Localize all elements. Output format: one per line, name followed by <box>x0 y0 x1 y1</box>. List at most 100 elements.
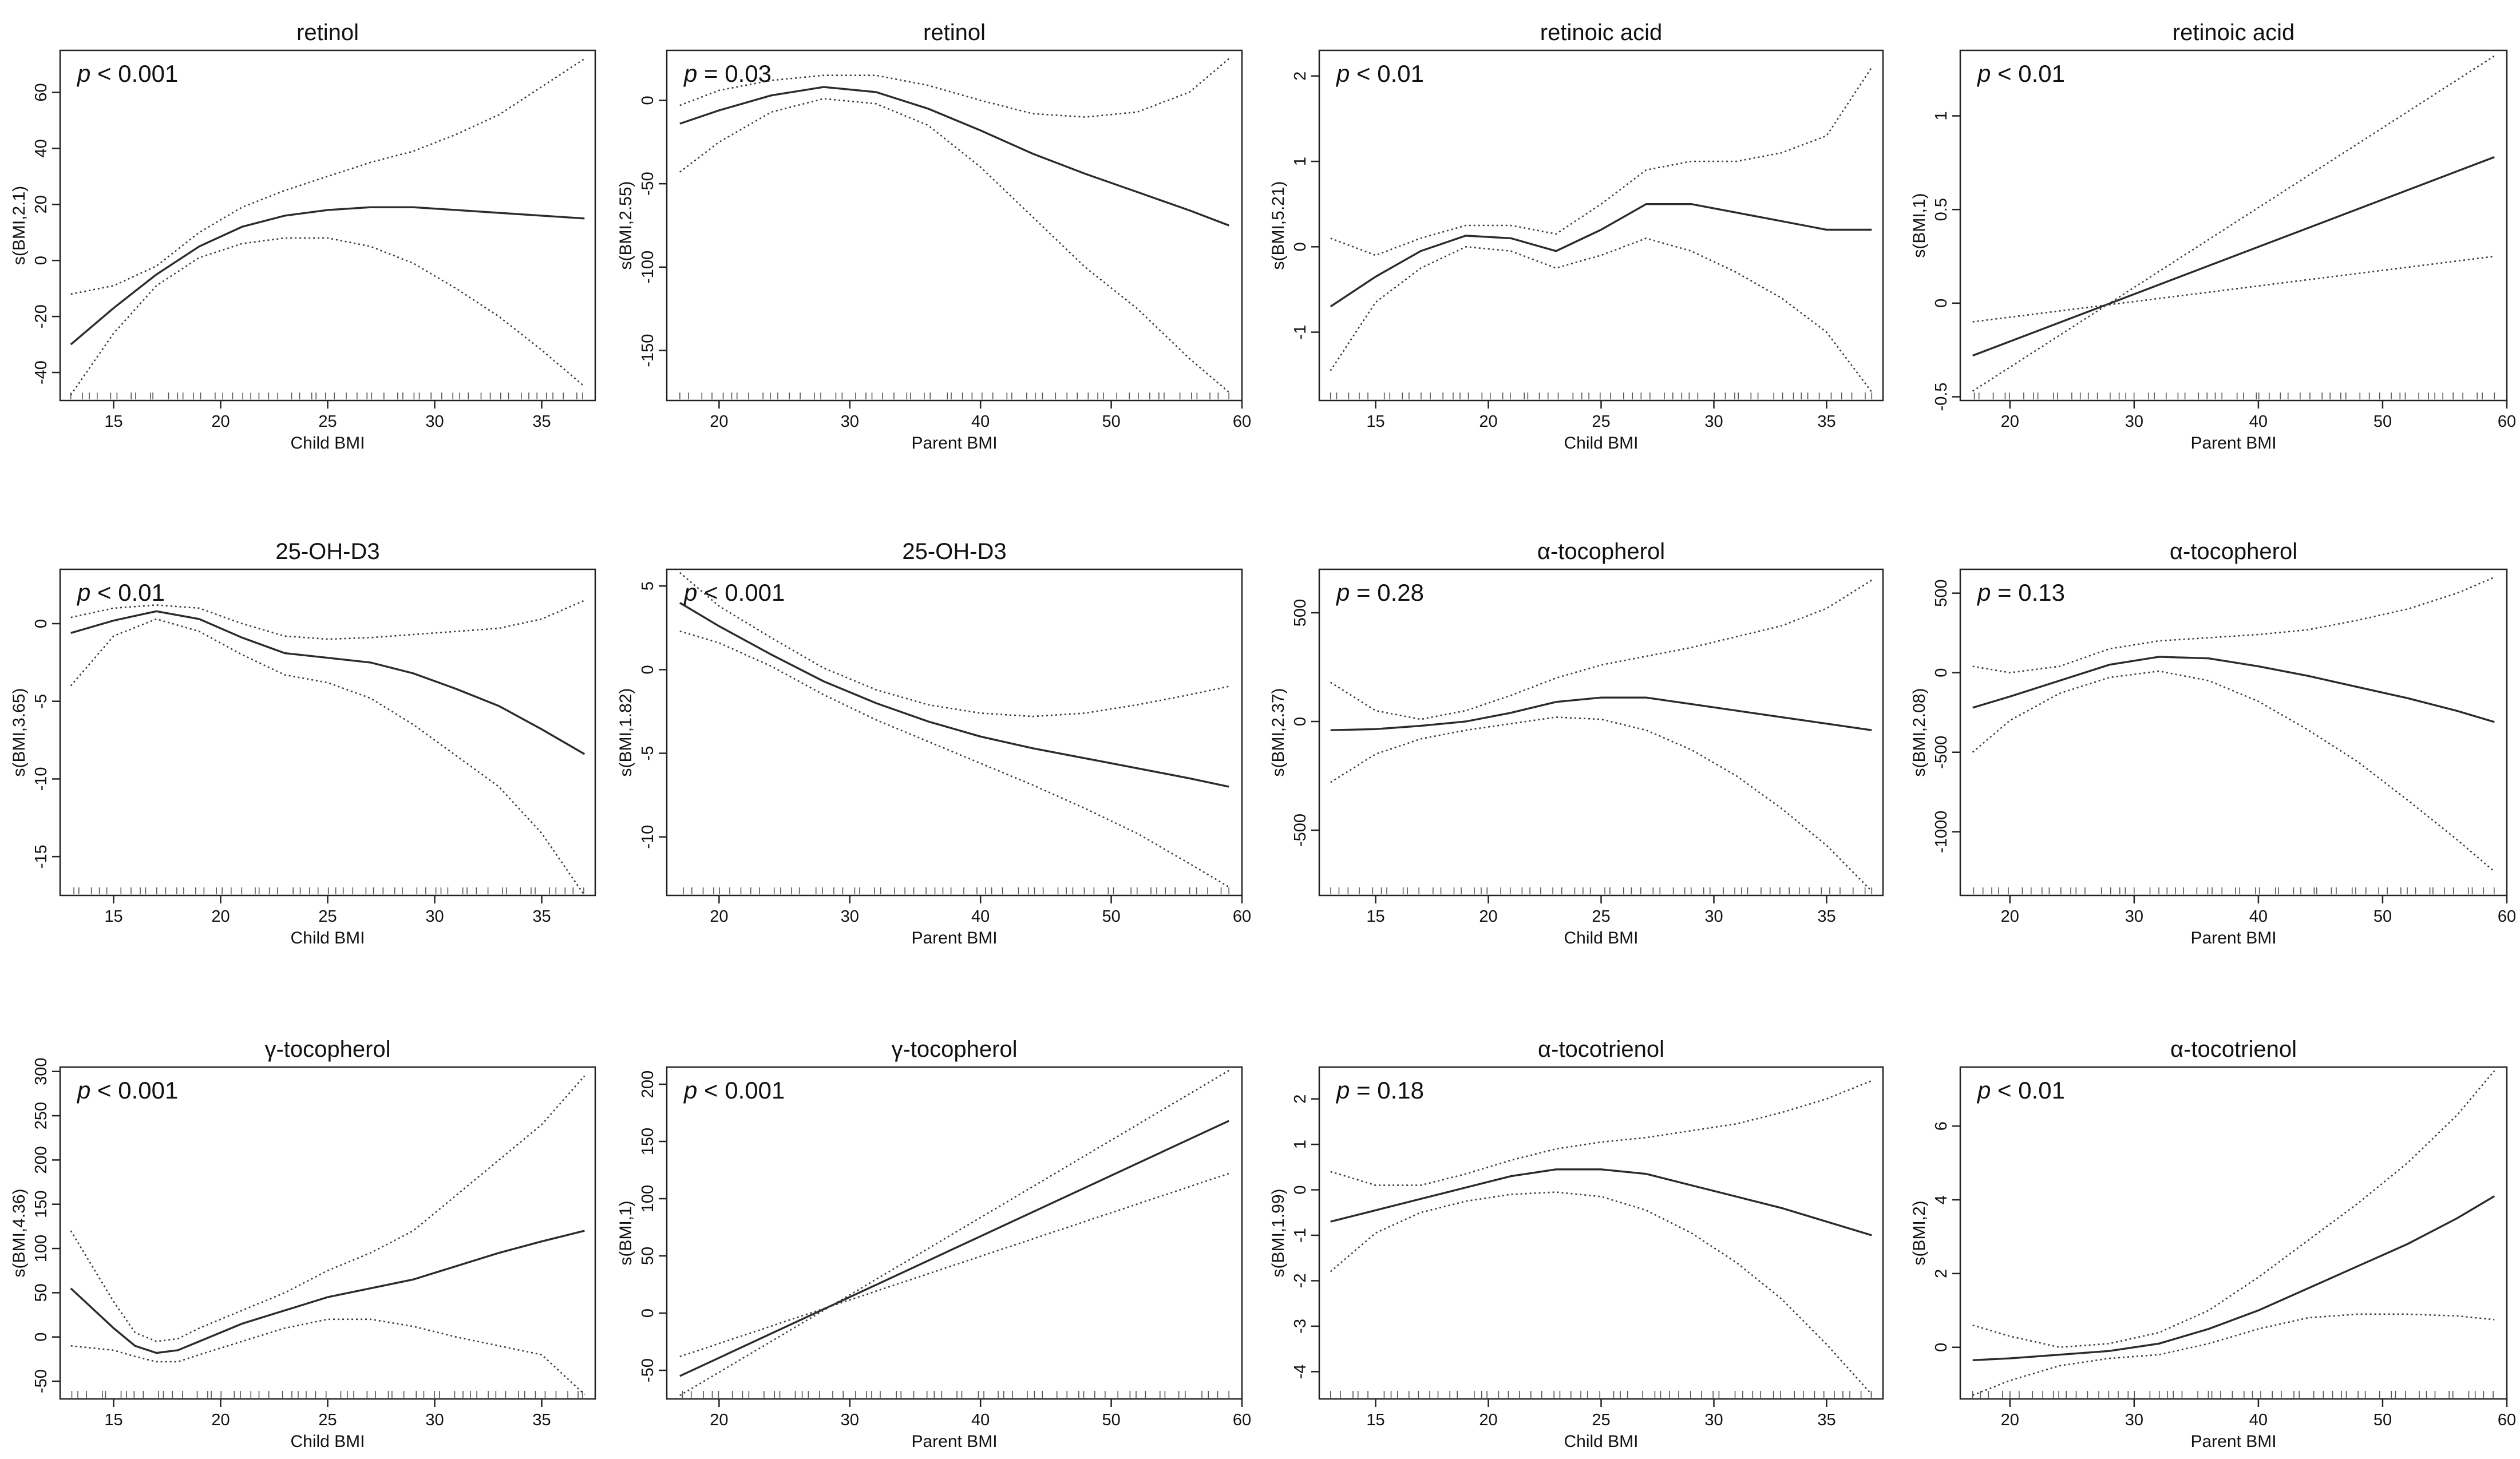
x-tick-label: 30 <box>1704 413 1723 431</box>
p-value: < 0.001 <box>697 1077 785 1104</box>
confidence-band-upper <box>1972 576 2495 674</box>
y-tick-label: 500 <box>1932 580 1951 607</box>
p-value-annotation: p = 0.13 <box>1976 579 2065 606</box>
y-tick-label: -5 <box>639 746 657 761</box>
panel-6: 25-OH-D3 p < 0.001 20 30 40 50 60 -10 -5 0 5 Parent… <box>616 539 1251 947</box>
smooth-fit-line <box>679 86 1229 227</box>
panel-title: retinoic acid <box>1540 20 1662 45</box>
confidence-band-upper <box>1972 1070 2495 1349</box>
x-tick-label: 25 <box>318 1411 337 1429</box>
plot-frame <box>1318 49 1884 402</box>
panel-3: retinoic acid p < 0.01 15 20 25 30 35 -1 0 1 2 Chil… <box>1269 20 1884 453</box>
panel-title: γ-tocopherol <box>264 1037 390 1062</box>
x-tick-label: 30 <box>425 413 444 431</box>
y-tick-label: 0 <box>1932 299 1951 308</box>
p-symbol: p <box>683 1077 697 1104</box>
plot-frame <box>59 49 596 402</box>
y-tick-label: -10 <box>32 767 50 791</box>
y-tick-label: 300 <box>32 1058 50 1085</box>
x-tick-label: 50 <box>1102 1411 1120 1429</box>
plot-frame <box>1959 568 2508 897</box>
smooth-fit-line <box>1972 1195 2495 1361</box>
confidence-band-upper <box>1972 55 2495 392</box>
panel-title: α-tocopherol <box>1537 539 1665 564</box>
y-tick-label: 2 <box>1291 72 1310 81</box>
confidence-band-upper <box>1330 67 1873 256</box>
y-tick-label: 50 <box>639 1247 657 1265</box>
p-symbol: p <box>1335 60 1350 87</box>
x-tick-label: 20 <box>710 907 728 926</box>
x-tick-label: 40 <box>2249 1411 2268 1429</box>
x-tick-label: 60 <box>1233 413 1251 431</box>
panel-title: retinoic acid <box>2173 20 2294 45</box>
p-symbol: p <box>1976 579 1991 606</box>
x-tick-label: 35 <box>1817 907 1835 926</box>
y-axis-label: s(BMI,1) <box>1910 193 1929 257</box>
y-axis-label: s(BMI,3.65) <box>10 688 29 776</box>
x-tick-label: 30 <box>2125 1411 2143 1429</box>
p-symbol: p <box>76 1077 90 1104</box>
y-tick-label: -20 <box>32 304 50 328</box>
confidence-band-lower <box>679 630 1229 888</box>
p-symbol: p <box>76 60 90 87</box>
x-tick-label: 20 <box>211 413 230 431</box>
p-value: = 0.18 <box>1350 1077 1424 1104</box>
y-tick-label: 200 <box>639 1071 657 1098</box>
y-axis-label: s(BMI,1.82) <box>616 688 635 776</box>
panel-4: retinoic acid p < 0.01 20 30 40 50 60 -0.5 0 0.5 1… <box>1910 20 2516 453</box>
y-axis-label: s(BMI,2.37) <box>1269 688 1288 776</box>
y-tick-label: 60 <box>32 83 50 101</box>
y-tick-label: 150 <box>32 1191 50 1218</box>
smooth-fit-line <box>70 206 585 346</box>
x-tick-label: 50 <box>2373 907 2392 926</box>
x-tick-label: 20 <box>710 1411 728 1429</box>
confidence-band-lower <box>70 1318 586 1395</box>
p-value: < 0.01 <box>90 579 165 606</box>
x-tick-label: 30 <box>2125 413 2143 431</box>
y-tick-label: -150 <box>639 334 657 367</box>
x-tick-label: 15 <box>1366 1411 1384 1429</box>
y-tick-label: 1 <box>1291 157 1310 166</box>
y-tick-label: -1000 <box>1932 811 1951 853</box>
panel-title: γ-tocopherol <box>891 1037 1017 1062</box>
y-axis-label: s(BMI,5.21) <box>1269 181 1288 269</box>
p-value-annotation: p < 0.01 <box>1335 60 1424 87</box>
y-tick-label: -1 <box>1291 1228 1310 1243</box>
x-tick-label: 30 <box>425 1411 444 1429</box>
y-tick-label: 500 <box>1291 599 1310 627</box>
x-tick-label: 30 <box>425 907 444 926</box>
smooth-fit-line <box>1972 656 2495 723</box>
p-value-annotation: p = 0.28 <box>1335 579 1424 606</box>
panel-title: α-tocopherol <box>2170 539 2297 564</box>
x-tick-label: 15 <box>104 1411 122 1429</box>
y-tick-label: -3 <box>1291 1319 1310 1334</box>
confidence-band-upper <box>679 98 1230 393</box>
panel-title: α-tocotrienol <box>2170 1037 2297 1062</box>
x-tick-label: 25 <box>1592 907 1610 926</box>
panel-7: α-tocopherol p = 0.28 15 20 25 30 35 -500 0 500 Ch… <box>1269 539 1884 947</box>
x-tick-label: 35 <box>1817 413 1835 431</box>
plot-frame <box>666 568 1243 897</box>
y-tick-label: -5 <box>32 694 50 709</box>
p-value: < 0.001 <box>697 579 785 606</box>
y-tick-label: 150 <box>639 1128 657 1155</box>
y-axis-label: s(BMI,2) <box>1910 1200 1929 1265</box>
x-tick-label: 15 <box>104 907 122 926</box>
smooth-fit-line <box>70 1230 585 1354</box>
y-tick-label: 5 <box>639 581 657 590</box>
y-tick-label: 0 <box>1291 717 1310 726</box>
x-tick-label: 20 <box>211 907 230 926</box>
confidence-band-lower <box>1972 1313 2495 1396</box>
x-tick-label: 20 <box>2001 907 2019 926</box>
smooth-fit-line <box>679 602 1229 788</box>
x-tick-label: 35 <box>1817 1411 1835 1429</box>
x-tick-label: 50 <box>1102 907 1120 926</box>
x-tick-label: 20 <box>2001 1411 2019 1429</box>
y-tick-label: -4 <box>1291 1364 1310 1379</box>
x-tick-label: 60 <box>1233 907 1251 926</box>
p-symbol: p <box>76 579 90 606</box>
p-symbol: p <box>683 579 697 606</box>
panel-title: α-tocotrienol <box>1538 1037 1664 1062</box>
confidence-band-upper <box>1330 579 1872 720</box>
